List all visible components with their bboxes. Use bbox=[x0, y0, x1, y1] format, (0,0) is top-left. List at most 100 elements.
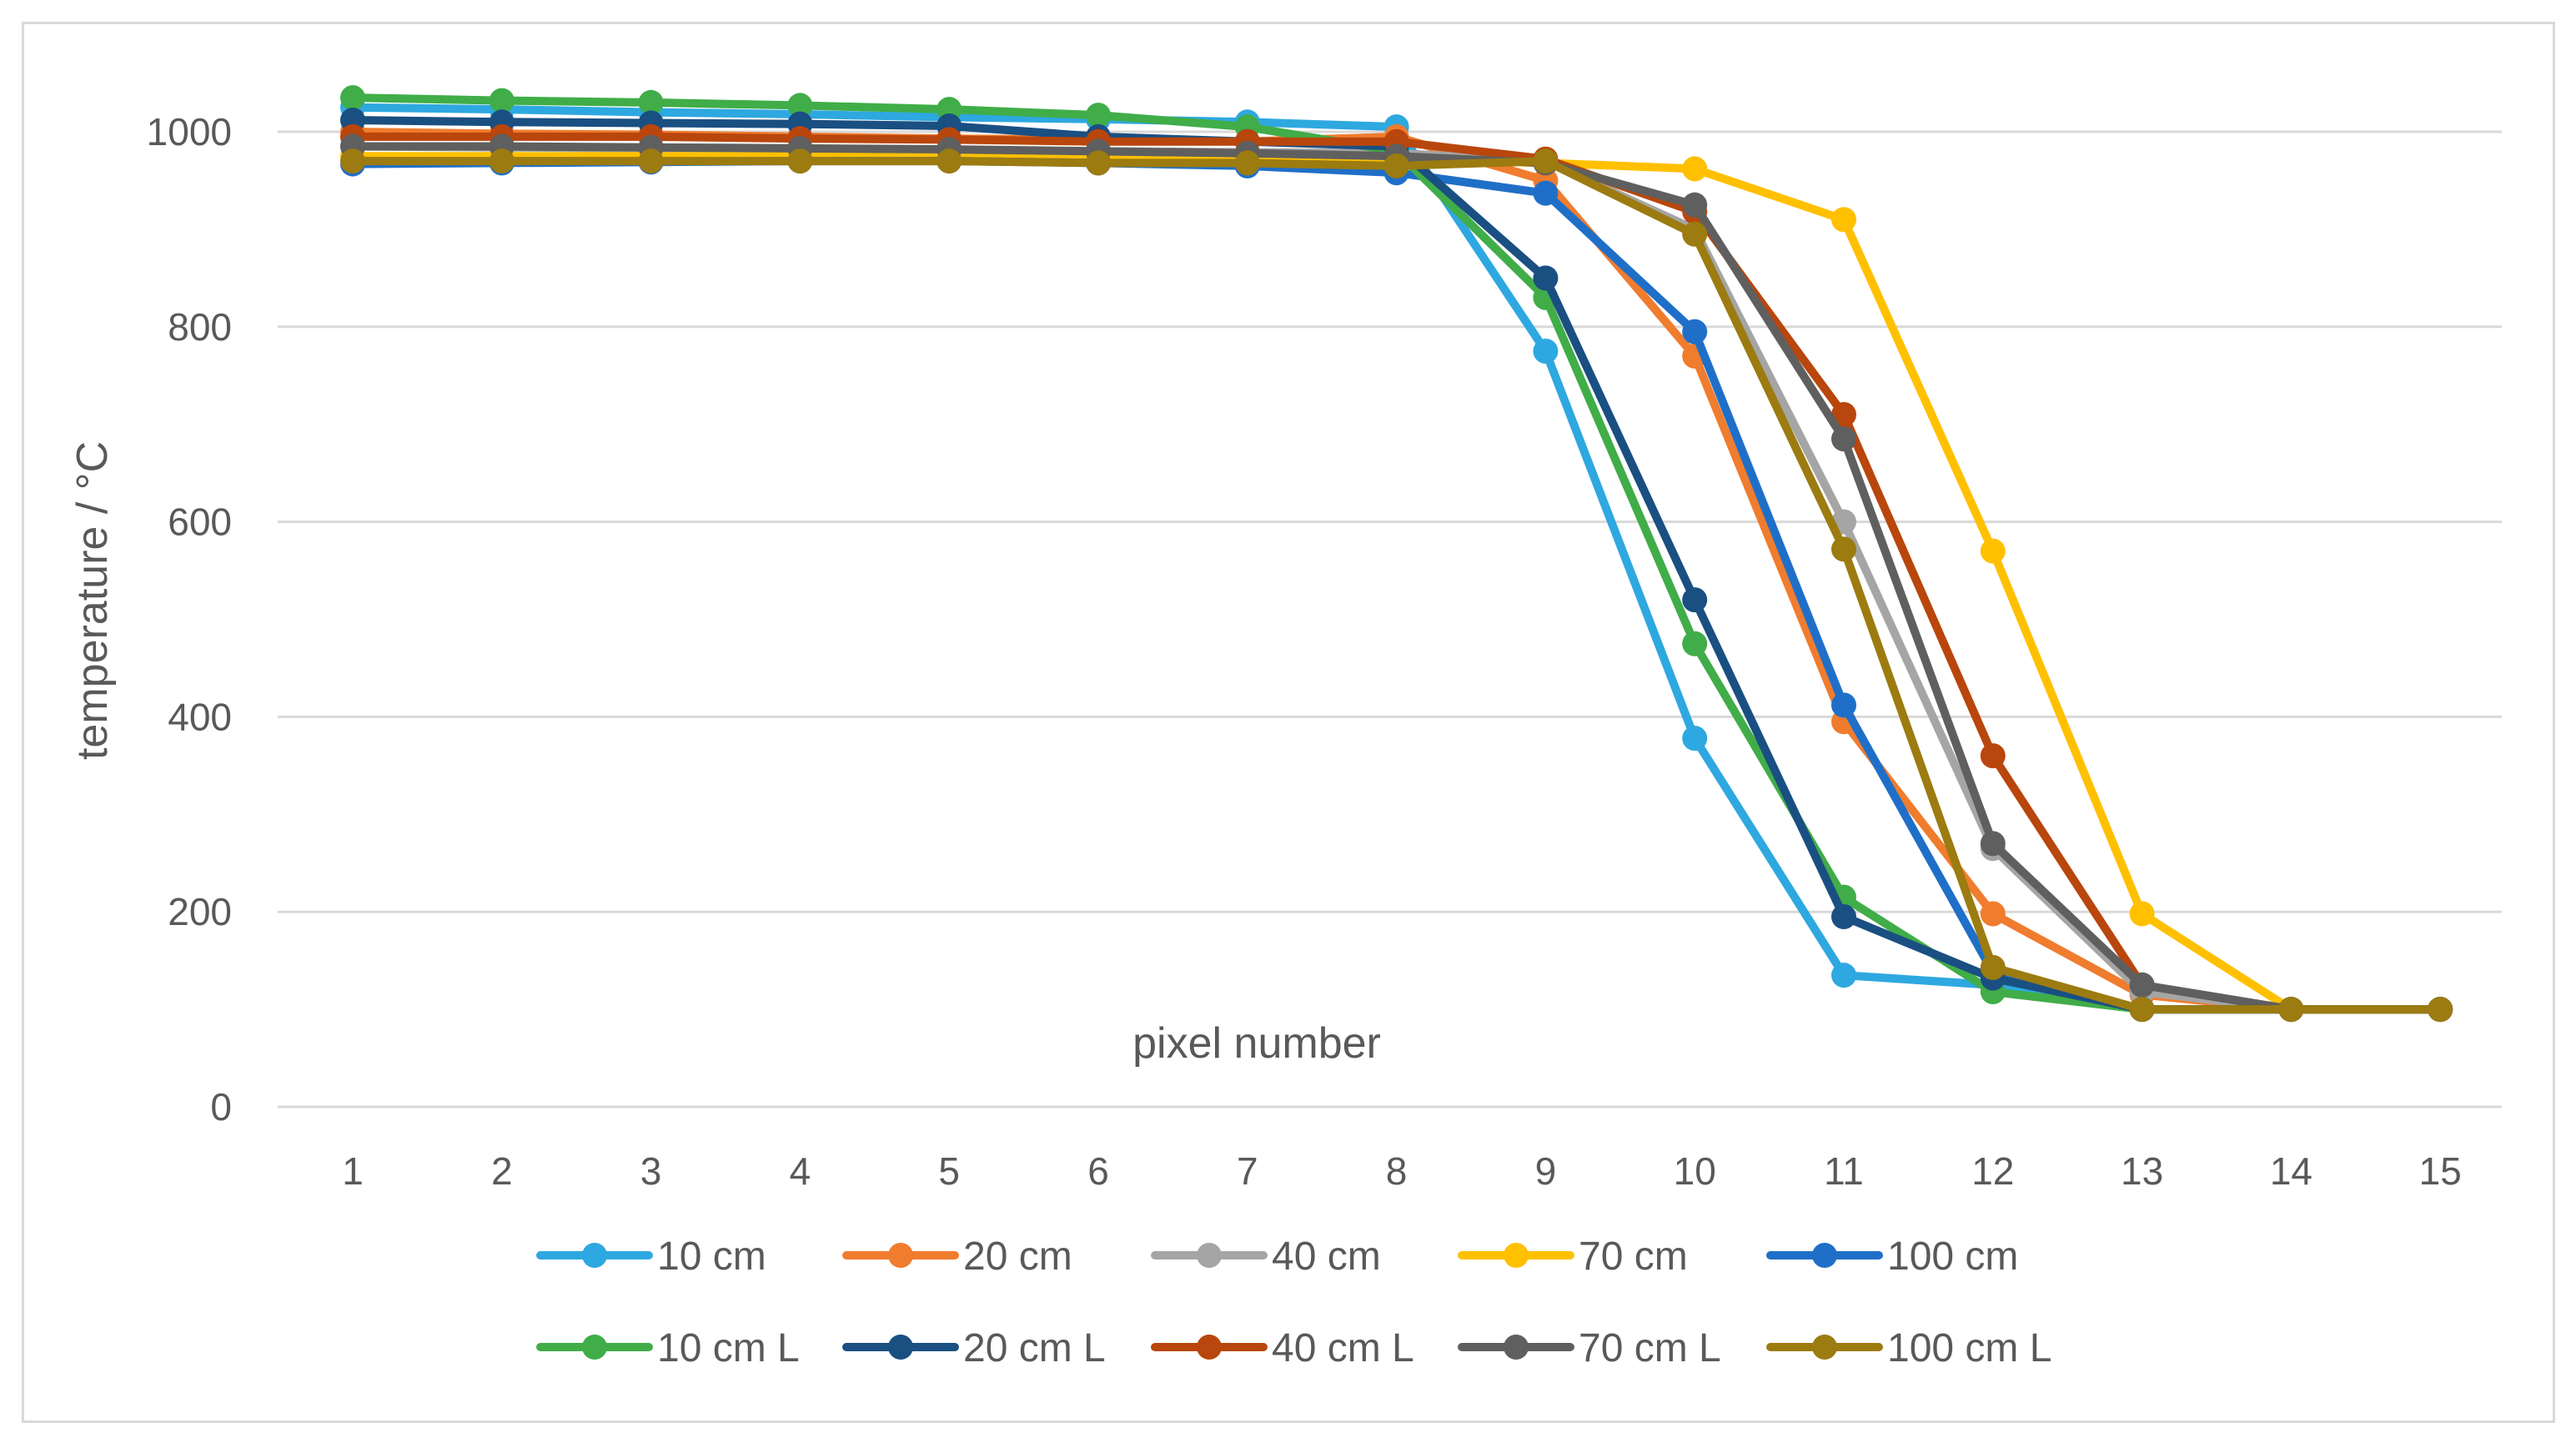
series-100-cm-l bbox=[340, 148, 2453, 1023]
legend-marker bbox=[1197, 1243, 1222, 1268]
legend-item: 100 cm L bbox=[1766, 1326, 2051, 1370]
data-point bbox=[1831, 963, 1856, 988]
data-point bbox=[1086, 103, 1111, 128]
data-point bbox=[1980, 831, 2006, 857]
legend-item: 10 cm L bbox=[536, 1326, 800, 1370]
data-point bbox=[1234, 150, 1260, 176]
legend-item: 40 cm L bbox=[1151, 1326, 1414, 1370]
data-point bbox=[1831, 207, 1856, 233]
data-point bbox=[2129, 997, 2155, 1023]
x-tick-label: 13 bbox=[2121, 1149, 2163, 1193]
legend-label: 10 cm L bbox=[657, 1326, 800, 1370]
data-point bbox=[1086, 150, 1111, 176]
legend-label: 100 cm L bbox=[1887, 1326, 2051, 1370]
y-axis-label: temperature / °C bbox=[68, 441, 117, 760]
data-point bbox=[1682, 726, 1708, 752]
legend-item: 20 cm L bbox=[842, 1326, 1106, 1370]
legend-item: 40 cm bbox=[1151, 1234, 1381, 1279]
data-point bbox=[1682, 192, 1708, 218]
legend-marker bbox=[582, 1243, 607, 1268]
data-point bbox=[1383, 153, 1409, 178]
data-point bbox=[2129, 901, 2155, 927]
data-point bbox=[2278, 997, 2304, 1023]
data-point bbox=[1533, 180, 1559, 206]
data-point bbox=[1682, 221, 1708, 247]
y-tick-labels: 0 200 400 600 800 1000 bbox=[147, 110, 232, 1129]
legend-label: 40 cm bbox=[1272, 1234, 1381, 1279]
y-tick-label: 600 bbox=[168, 500, 232, 544]
legend-marker bbox=[888, 1243, 913, 1268]
y-tick-label: 1000 bbox=[147, 110, 232, 153]
data-point bbox=[2129, 972, 2155, 998]
legend-marker bbox=[1812, 1335, 1837, 1360]
y-tick-label: 200 bbox=[168, 890, 232, 933]
series-10-cm bbox=[340, 94, 2453, 1023]
x-tick-label: 12 bbox=[1971, 1149, 2014, 1193]
legend-label: 20 cm bbox=[963, 1234, 1072, 1279]
legend-item: 10 cm bbox=[536, 1234, 766, 1279]
data-point bbox=[340, 148, 365, 174]
x-tick-label: 7 bbox=[1237, 1149, 1258, 1193]
legend: 10 cm 20 cm 40 cm 70 cm 100 cm 10 cm L 20 cm L… bbox=[536, 1234, 2051, 1370]
data-series bbox=[340, 85, 2453, 1023]
data-point bbox=[489, 88, 515, 113]
legend-label: 70 cm L bbox=[1579, 1326, 1721, 1370]
data-point bbox=[787, 148, 813, 174]
data-point bbox=[1831, 536, 1856, 562]
x-axis-label: pixel number bbox=[1132, 1019, 1381, 1068]
legend-item: 20 cm bbox=[842, 1234, 1072, 1279]
data-point bbox=[638, 89, 664, 115]
x-tick-label: 11 bbox=[1824, 1149, 1864, 1193]
x-tick-labels: 1 2 3 4 5 6 7 8 9 10 11 12 13 14 15 bbox=[342, 1149, 2462, 1193]
y-tick-label: 0 bbox=[210, 1085, 232, 1129]
legend-label: 10 cm bbox=[657, 1234, 766, 1279]
data-point bbox=[489, 148, 515, 174]
legend-marker bbox=[1504, 1335, 1529, 1360]
data-point bbox=[1682, 156, 1708, 182]
x-tick-label: 1 bbox=[342, 1149, 364, 1193]
chart-frame bbox=[22, 22, 2555, 1423]
data-point bbox=[936, 148, 962, 174]
x-tick-label: 10 bbox=[1674, 1149, 1716, 1193]
x-tick-label: 15 bbox=[2419, 1149, 2462, 1193]
legend-label: 20 cm L bbox=[963, 1326, 1106, 1370]
legend-marker bbox=[1812, 1243, 1837, 1268]
x-tick-label: 2 bbox=[491, 1149, 513, 1193]
data-point bbox=[1831, 904, 1856, 930]
gridlines bbox=[278, 130, 2502, 1109]
data-point bbox=[1980, 954, 2006, 980]
data-point bbox=[1980, 743, 2006, 769]
data-point bbox=[1682, 587, 1708, 613]
series-20-cm-l bbox=[340, 107, 2453, 1023]
legend-label: 70 cm bbox=[1579, 1234, 1688, 1279]
x-tick-label: 8 bbox=[1386, 1149, 1408, 1193]
data-point bbox=[1533, 148, 1559, 174]
legend-marker bbox=[1504, 1243, 1529, 1268]
series-20-cm bbox=[340, 119, 2453, 1023]
series-40-cm-l bbox=[340, 123, 2453, 1023]
series-line bbox=[349, 152, 2445, 1014]
data-point bbox=[1831, 402, 1856, 428]
data-point bbox=[1533, 339, 1559, 365]
legend-item: 100 cm bbox=[1766, 1234, 2018, 1279]
y-tick-label: 800 bbox=[168, 305, 232, 349]
legend-label: 40 cm L bbox=[1272, 1326, 1414, 1370]
data-point bbox=[2428, 997, 2453, 1023]
data-point bbox=[638, 148, 664, 174]
legend-label: 100 cm bbox=[1887, 1234, 2018, 1279]
x-tick-label: 4 bbox=[790, 1149, 811, 1193]
x-tick-label: 14 bbox=[2270, 1149, 2312, 1193]
legend-marker bbox=[1197, 1335, 1222, 1360]
legend-marker bbox=[888, 1335, 913, 1360]
data-point bbox=[1682, 631, 1708, 656]
legend-item: 70 cm bbox=[1458, 1234, 1688, 1279]
series-10-cm-l bbox=[340, 85, 2453, 1023]
data-point bbox=[1980, 538, 2006, 564]
data-point bbox=[1533, 265, 1559, 291]
data-point bbox=[340, 85, 365, 111]
data-point bbox=[1831, 692, 1856, 718]
x-tick-label: 5 bbox=[938, 1149, 960, 1193]
data-point bbox=[787, 93, 813, 118]
x-tick-label: 6 bbox=[1087, 1149, 1109, 1193]
